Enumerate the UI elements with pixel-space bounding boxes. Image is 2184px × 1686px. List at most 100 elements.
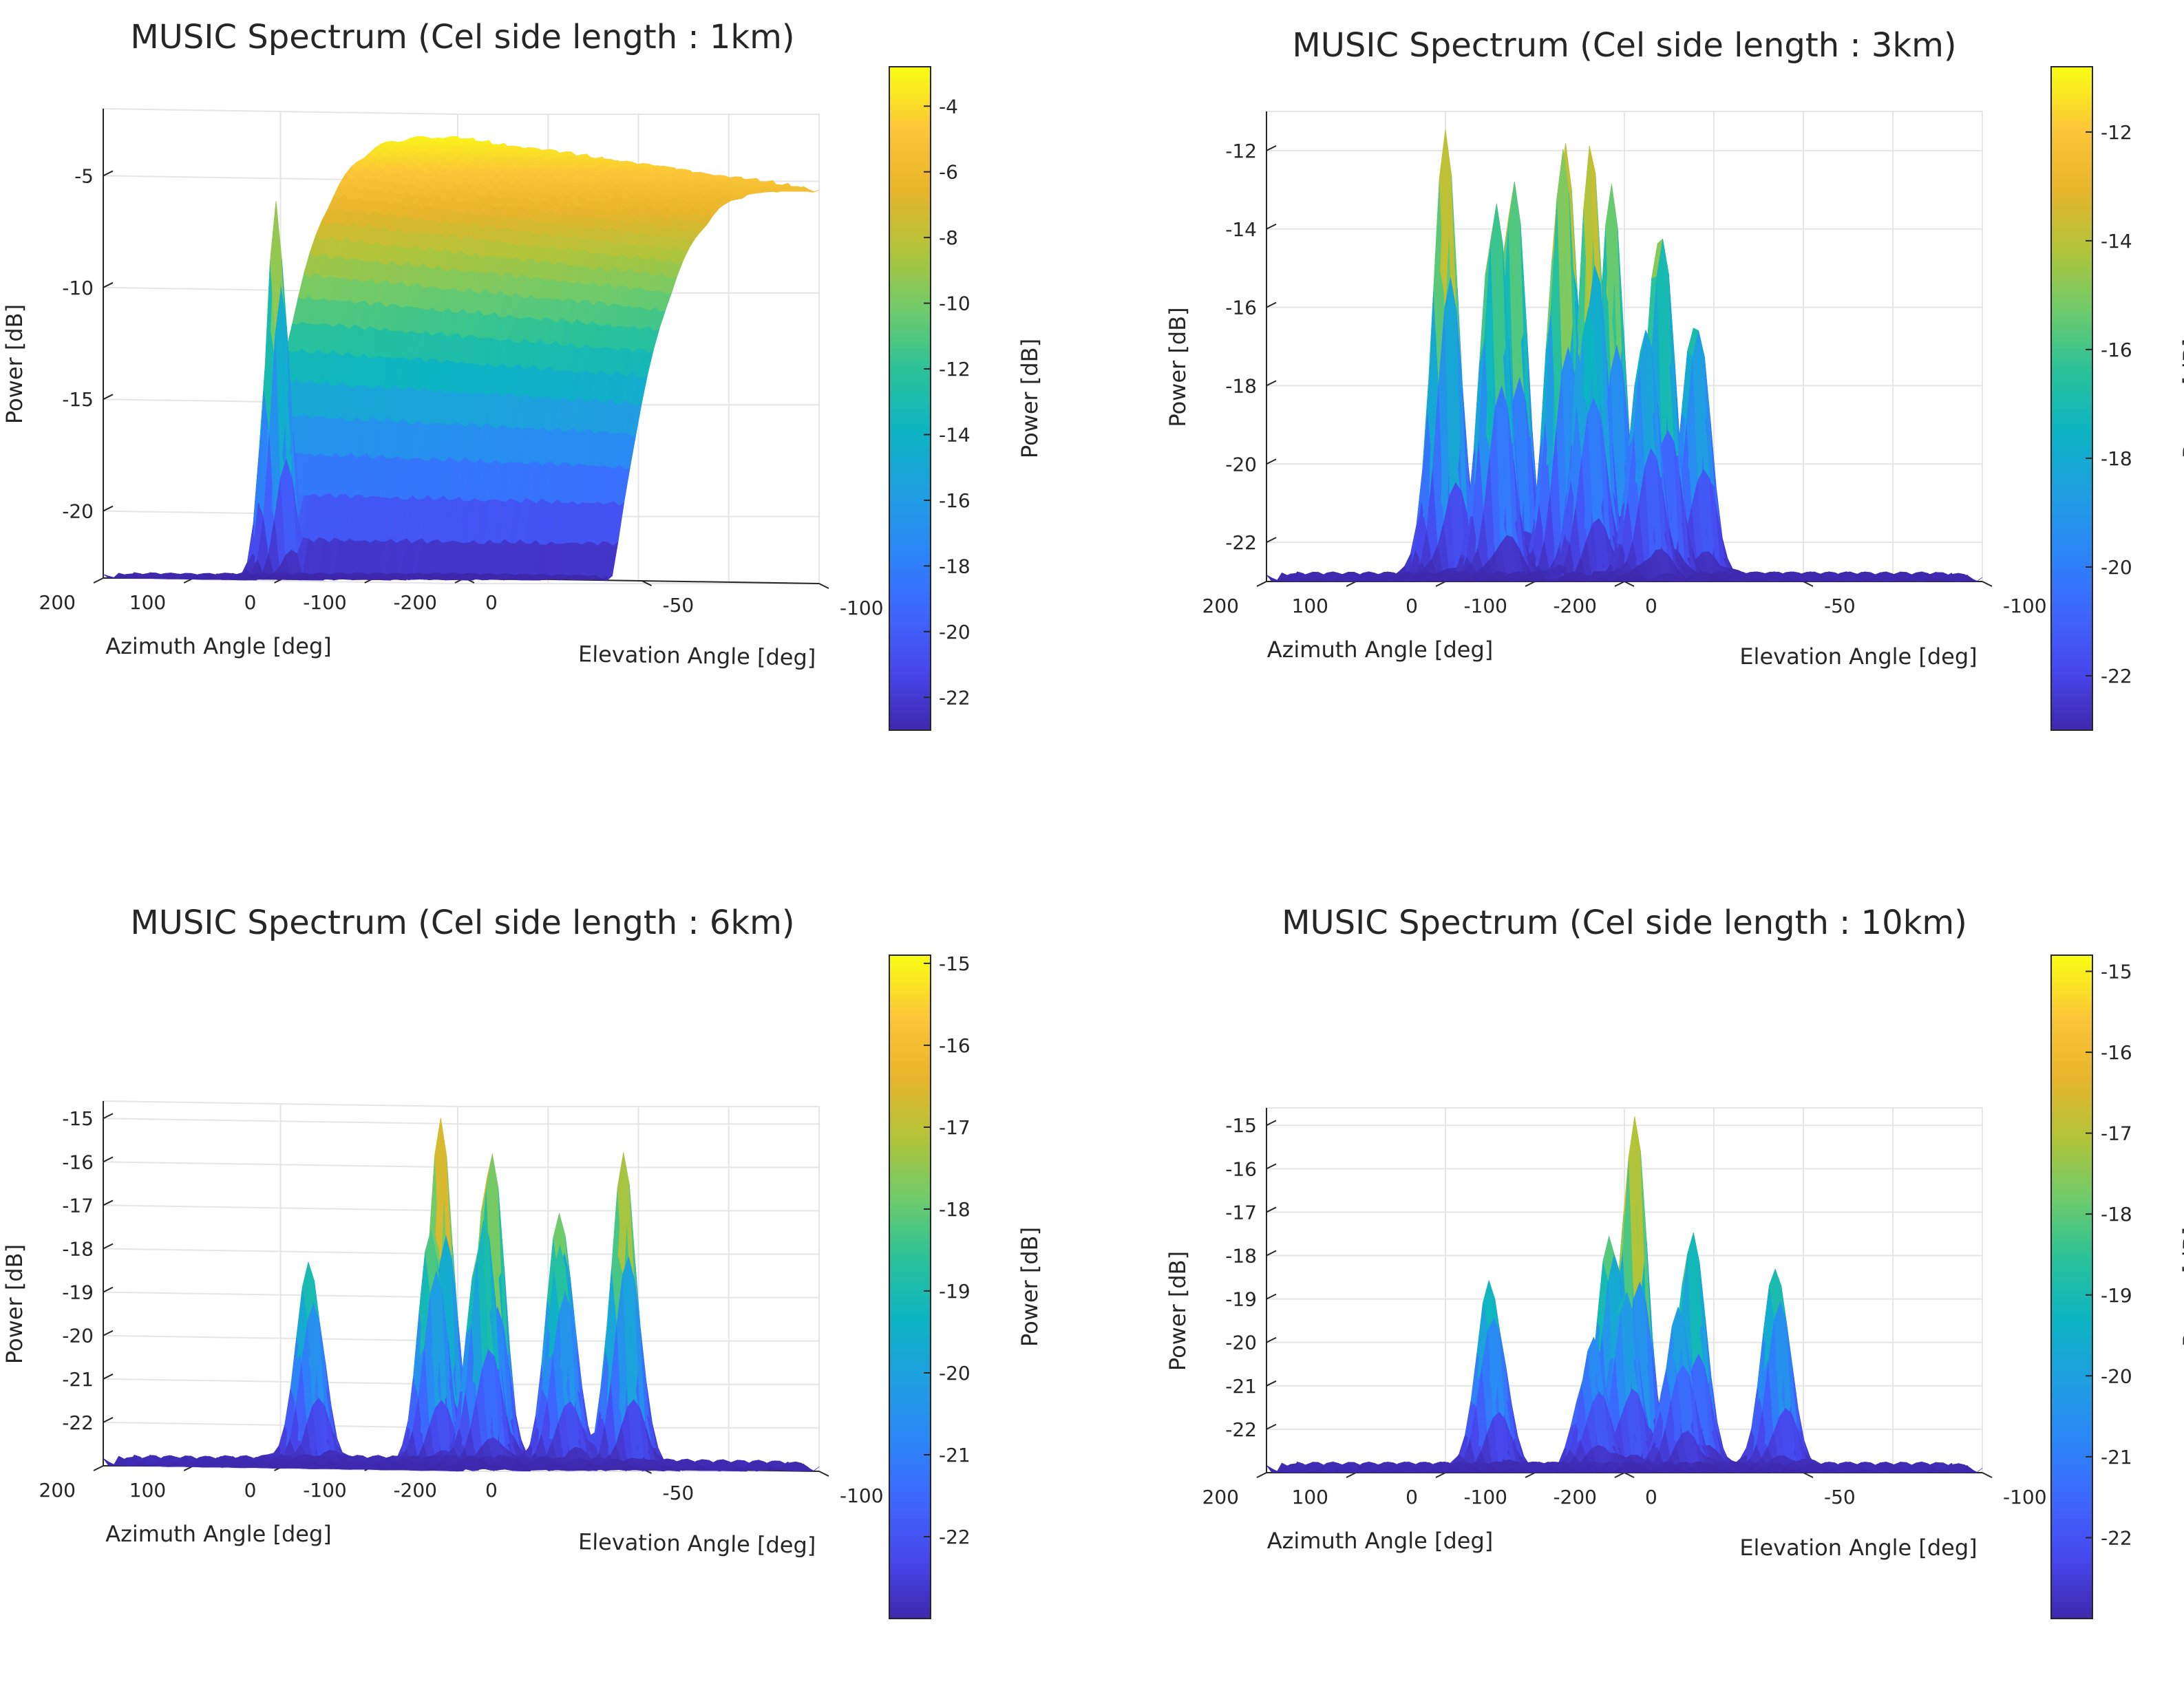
colorbar-band — [889, 625, 931, 632]
colorbar-band — [889, 249, 931, 256]
surface — [103, 136, 820, 581]
colorbar-band — [889, 111, 931, 118]
colorbar-band — [889, 204, 931, 211]
colorbar-band — [889, 94, 931, 101]
colorbar-band — [889, 404, 931, 411]
colorbar-band — [889, 89, 931, 96]
colorbar-tick-label: -8 — [939, 226, 958, 249]
colorbar-band — [889, 531, 931, 537]
z-tick-label: -10 — [62, 277, 94, 299]
colorbar-band — [889, 244, 931, 250]
z-tick-label: -15 — [62, 388, 94, 411]
colorbar-band — [889, 581, 931, 588]
colorbar-band — [889, 359, 931, 366]
colorbar-band — [889, 177, 931, 184]
colorbar-band — [889, 619, 931, 626]
colorbar-band — [889, 138, 931, 145]
z-tick-label: -20 — [62, 500, 94, 523]
colorbar-band — [889, 83, 931, 90]
colorbar-band — [889, 603, 931, 610]
colorbar-band — [889, 459, 931, 466]
colorbar-band — [889, 492, 931, 499]
y-tick — [818, 583, 829, 589]
colorbar-band — [889, 304, 931, 311]
colorbar-band — [889, 481, 931, 488]
colorbar-band — [889, 255, 931, 262]
z-tick-label: -20 — [1225, 453, 1257, 476]
colorbar-band — [889, 182, 931, 189]
colorbar-band — [889, 199, 931, 206]
colorbar-band — [889, 592, 931, 599]
colorbar-band — [889, 326, 931, 333]
colorbar-band — [889, 160, 931, 167]
colorbar-band — [889, 398, 931, 405]
colorbar-band — [889, 188, 931, 195]
colorbar-band — [889, 315, 931, 322]
colorbar-band — [889, 547, 931, 554]
colorbar-band — [889, 465, 931, 471]
colorbar-band — [889, 293, 931, 300]
z-tick-label: -16 — [1225, 297, 1257, 319]
z-tick-label: -12 — [1225, 140, 1257, 162]
colorbar-band — [889, 553, 931, 559]
colorbar-band — [889, 487, 931, 493]
z-tick — [103, 505, 114, 512]
colorbar-band — [889, 299, 931, 306]
colorbar-band — [889, 442, 931, 449]
colorbar-band — [889, 558, 931, 565]
z-tick-label: -22 — [1225, 531, 1257, 554]
x-tick — [1346, 581, 1357, 587]
colorbar-tick-label: -14 — [939, 423, 971, 446]
colorbar-band — [889, 310, 931, 317]
chart-title: MUSIC Spectrum (Cel side length : 1km) — [130, 18, 794, 56]
colorbar-band — [889, 647, 931, 654]
colorbar-band — [889, 564, 931, 571]
colorbar-band — [889, 415, 931, 422]
colorbar-band — [889, 133, 931, 140]
z-tick — [103, 394, 114, 401]
colorbar-band — [889, 586, 931, 593]
colorbar-band — [889, 597, 931, 604]
colorbar-band — [889, 78, 931, 85]
z-tick-label: -18 — [1225, 374, 1257, 397]
colorbar-band — [889, 370, 931, 377]
colorbar-band — [889, 420, 931, 427]
colorbar-band — [889, 448, 931, 455]
colorbar-band — [889, 215, 931, 222]
colorbar-band — [889, 608, 931, 615]
colorbar-band — [889, 282, 931, 289]
x-tick-label: -100 — [1463, 595, 1507, 617]
colorbar-band — [889, 116, 931, 123]
y-axis-label: Elevation Angle [deg] — [578, 641, 816, 670]
z-tick-label: -14 — [1225, 218, 1257, 241]
y-tick-label: 0 — [485, 591, 498, 614]
colorbar-band — [889, 260, 931, 267]
colorbar-tick-label: -4 — [939, 95, 958, 118]
colorbar-band — [889, 520, 931, 526]
colorbar-tick-label: -12 — [939, 358, 971, 381]
colorbar-band — [889, 542, 931, 548]
z-tick — [103, 281, 114, 288]
x-tick-label: 100 — [1292, 595, 1328, 617]
z-tick — [103, 170, 114, 177]
colorbar-band — [889, 238, 931, 245]
colorbar-band — [889, 221, 931, 228]
colorbar-band — [889, 525, 931, 532]
colorbar-band — [889, 570, 931, 577]
colorbar-band — [889, 193, 931, 200]
colorbar-tick-label: -10 — [939, 292, 971, 315]
colorbar-band — [889, 669, 931, 676]
y-tick — [1803, 581, 1814, 587]
colorbar-band — [889, 702, 931, 709]
colorbar-band — [889, 641, 931, 648]
x-tick — [1525, 581, 1536, 587]
colorbar-band — [889, 144, 931, 151]
colorbar-band — [889, 271, 931, 278]
colorbar-band — [889, 321, 931, 328]
x-axis-label: Azimuth Angle [deg] — [105, 633, 332, 659]
colorbar-band — [889, 509, 931, 515]
y-tick — [642, 580, 652, 586]
